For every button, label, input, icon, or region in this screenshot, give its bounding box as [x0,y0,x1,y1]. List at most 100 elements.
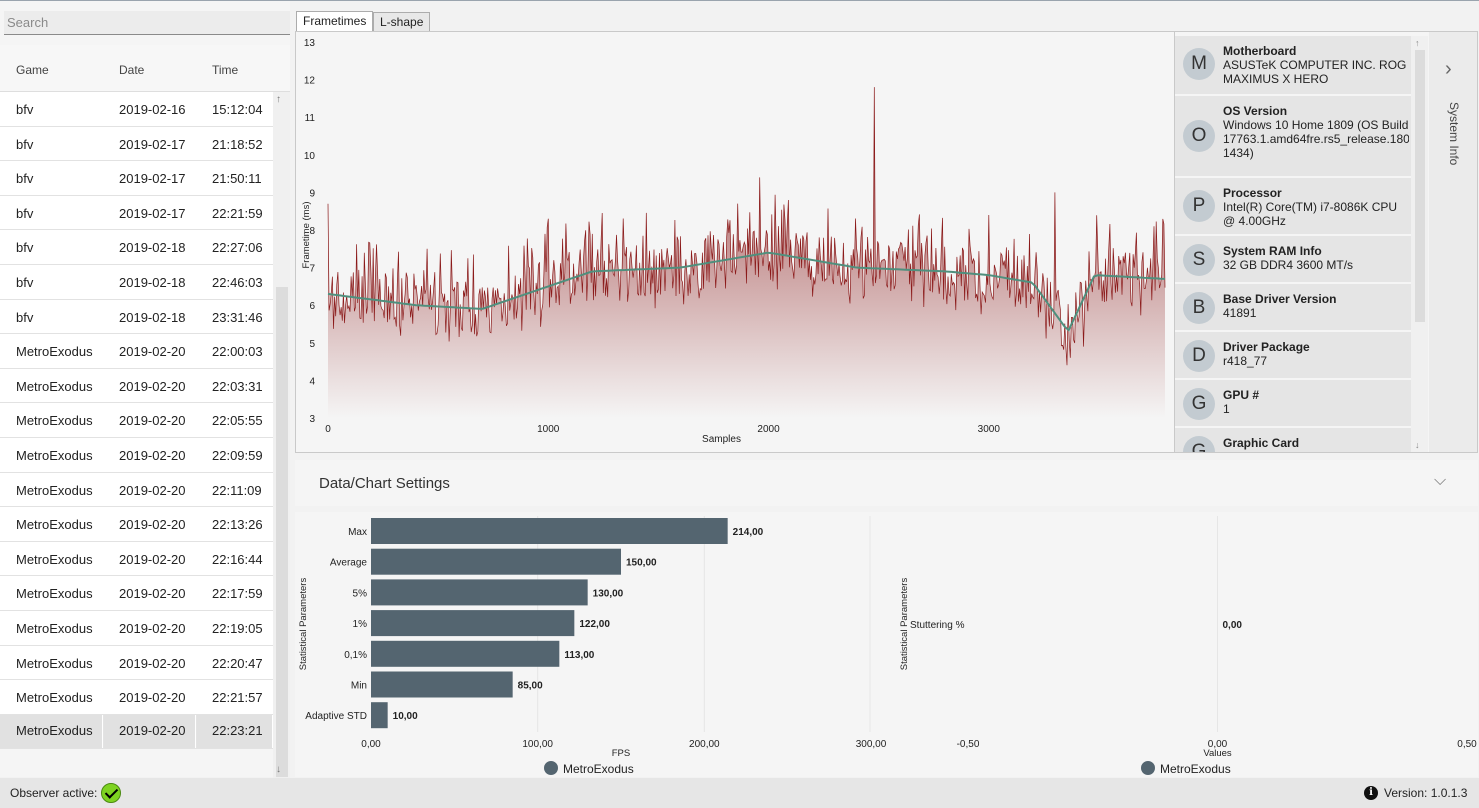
system-info-item: P Processor Intel(R) Core(TM) i7-8086K CPU… [1175,178,1411,236]
checkmark-icon [101,783,121,803]
cell-date: 2019-02-18 [119,309,186,325]
legend-marker [544,761,558,775]
cell-game: bfv [16,102,34,117]
cell-game: MetroExodus [16,378,93,394]
system-info-value: Intel(R) Core(TM) i7-8086K CPU @ 4.00GHz [1223,200,1398,228]
cell-date: 2019-02-18 [119,240,186,256]
system-info-item: D Driver Package r418_77 [1175,332,1411,380]
system-info-title: Base Driver Version [1223,292,1337,306]
system-info-title: Motherboard [1223,44,1297,58]
table-row[interactable]: bfv 2019-02-18 22:46:03 [0,264,273,300]
scroll-up-arrow-icon[interactable]: ↑ [276,94,281,105]
chevron-right-icon[interactable]: › [1445,58,1452,80]
table-row[interactable]: MetroExodus 2019-02-20 22:19:05 [0,610,273,646]
table-header: Game Date Time [0,45,290,92]
table-row[interactable]: MetroExodus 2019-02-20 22:23:21 [0,714,273,750]
table-row[interactable]: bfv 2019-02-17 22:21:59 [0,195,273,231]
cell-game: MetroExodus [16,620,93,636]
system-info-value [1223,450,1409,452]
category-label: Stuttering % [910,620,965,631]
table-row[interactable]: MetroExodus 2019-02-20 22:05:55 [0,403,273,438]
table-row[interactable]: bfv 2019-02-16 15:12:04 [0,92,273,127]
y-tick-label: 13 [304,38,316,49]
cell-date: 2019-02-16 [119,102,186,117]
search-input[interactable] [4,11,290,35]
tab-frametimes[interactable]: Frametimes [296,11,374,32]
system-info-value: Windows 10 Home 1809 (OS Build 17763.1.a… [1223,118,1409,160]
cell-game: MetroExodus [16,447,93,463]
y-tick-label: 12 [304,76,316,87]
cell-game: MetroExodus [16,344,93,360]
system-info-toggle[interactable]: › System Info [1429,32,1477,452]
y-axis-title: Frametime (ms) [301,201,312,268]
cell-date: 2019-02-20 [119,447,186,463]
cell-game: MetroExodus [16,586,93,602]
cell-game: MetroExodus [16,690,93,706]
y-tick-label: 10 [304,151,316,162]
scroll-down-arrow-icon[interactable]: ↓ [1415,440,1420,450]
column-header-game[interactable]: Game [16,63,49,77]
scrollbar-thumb[interactable] [1415,50,1425,322]
cell-time: 21:50:11 [212,171,262,187]
cell-date: 2019-02-20 [119,378,186,394]
session-list-scrollbar[interactable]: ↑ ↓ [273,92,290,778]
column-header-time[interactable]: Time [212,63,239,77]
table-row[interactable]: MetroExodus 2019-02-20 22:20:47 [0,645,273,681]
tab-l-shape[interactable]: L-shape [373,12,431,31]
x-tick-label: 0 [325,424,331,435]
bar-value-label: 214,00 [733,527,764,538]
cell-date: 2019-02-17 [119,205,186,221]
table-row[interactable]: bfv 2019-02-18 23:31:46 [0,299,273,335]
cell-game: bfv [16,205,34,221]
table-row[interactable]: MetroExodus 2019-02-20 22:03:31 [0,368,273,404]
table-row[interactable]: MetroExodus 2019-02-20 22:16:44 [0,541,273,577]
scrollbar-thumb[interactable] [276,287,288,777]
cell-time: 22:17:59 [212,586,263,602]
cell-game: MetroExodus [16,482,93,498]
cell-date: 2019-02-18 [119,274,186,290]
table-row[interactable]: bfv 2019-02-18 22:27:06 [0,230,273,265]
cell-time: 22:20:47 [212,655,263,671]
session-table-body: bfv 2019-02-16 15:12:04 bfv 2019-02-17 21:18:… [0,92,273,750]
bar [371,610,575,637]
table-row[interactable]: MetroExodus 2019-02-20 22:13:26 [0,507,273,542]
info-icon[interactable]: i [1364,786,1378,800]
system-info-scrollbar[interactable]: ↑ ↓ [1411,36,1428,452]
chevron-down-icon[interactable]: ⌵ [1434,472,1447,489]
settings-title: Data/Chart Settings [319,475,450,492]
cell-time: 22:19:05 [212,620,263,636]
scroll-up-arrow-icon[interactable]: ↑ [1415,38,1420,48]
bar-value-label: 85,00 [518,681,543,692]
system-info-title: Driver Package [1223,340,1310,354]
table-row[interactable]: bfv 2019-02-17 21:50:11 [0,161,273,196]
y-tick-label: 8 [309,226,315,237]
selected-cell-background [197,714,273,749]
system-info-title: OS Version [1223,104,1288,118]
scroll-down-arrow-icon[interactable]: ↓ [276,764,281,775]
bar-value-label: 113,00 [564,650,594,661]
cell-time: 22:27:06 [212,240,263,256]
letter-avatar: M [1183,48,1215,80]
selected-cell-background [104,714,196,749]
data-chart-settings-expander[interactable]: Data/Chart Settings ⌵ [295,460,1478,506]
cell-game: bfv [16,274,34,290]
cell-date: 2019-02-20 [119,551,186,567]
table-row[interactable]: MetroExodus 2019-02-20 22:09:59 [0,437,273,473]
bar [371,548,621,575]
x-tick-label: 0,00 [1208,739,1228,750]
version-label: Version: 1.0.1.3 [1384,786,1468,800]
letter-avatar: P [1183,190,1215,222]
statistics-charts: Max 214,00 Average 150,00 5% 130,00 1% 122,00 0,… [295,512,1478,777]
table-row[interactable]: MetroExodus 2019-02-20 22:00:03 [0,334,273,369]
cell-date: 2019-02-17 [119,171,186,187]
table-row[interactable]: bfv 2019-02-17 21:18:52 [0,126,273,162]
bar [371,702,388,729]
cell-time: 22:21:59 [212,205,263,221]
cell-date: 2019-02-20 [119,620,186,636]
table-row[interactable]: MetroExodus 2019-02-20 22:17:59 [0,576,273,611]
system-info-item: S System RAM Info 32 GB DDR4 3600 MT/s [1175,236,1411,284]
column-header-date[interactable]: Date [119,63,145,77]
table-row[interactable]: MetroExodus 2019-02-20 22:11:09 [0,472,273,508]
table-row[interactable]: MetroExodus 2019-02-20 22:21:57 [0,680,273,715]
cell-time: 22:23:21 [212,722,263,738]
